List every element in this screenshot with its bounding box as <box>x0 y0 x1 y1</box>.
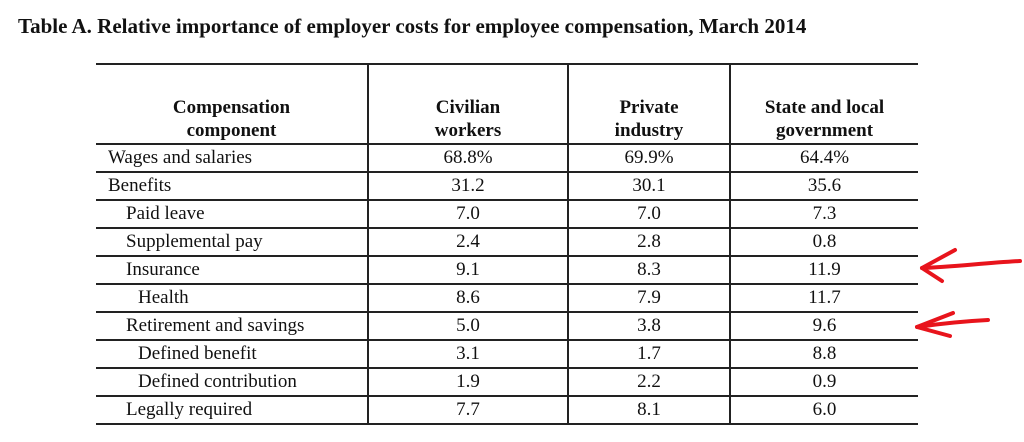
row-label: Wages and salaries <box>96 144 368 173</box>
row-label: Defined benefit <box>96 340 368 369</box>
value-state-local: 0.8 <box>729 228 918 257</box>
red-arrow-icon <box>915 311 990 338</box>
table-title: Table A. Relative importance of employer… <box>18 14 807 38</box>
table-row: Insurance 9.1 8.3 11.9 <box>96 256 918 285</box>
value-private: 1.7 <box>567 340 730 369</box>
value-private: 8.3 <box>567 256 730 285</box>
value-private: 3.8 <box>567 312 730 341</box>
value-civilian: 1.9 <box>367 368 568 397</box>
table-header-row: Compensation component Civilian workers Pr… <box>96 63 918 145</box>
value-private: 7.9 <box>567 284 730 313</box>
value-civilian: 68.8% <box>367 144 568 173</box>
value-private: 2.2 <box>567 368 730 397</box>
value-state-local: 9.6 <box>729 312 918 341</box>
value-private: 7.0 <box>567 200 730 229</box>
value-state-local: 8.8 <box>729 340 918 369</box>
red-arrow-icon <box>920 248 1022 283</box>
value-state-local: 11.9 <box>729 256 918 285</box>
value-civilian: 31.2 <box>367 172 568 201</box>
value-private: 2.8 <box>567 228 730 257</box>
value-civilian: 8.6 <box>367 284 568 313</box>
row-label: Supplemental pay <box>96 228 368 257</box>
header-civilian: Civilian workers <box>367 63 568 145</box>
row-label: Retirement and savings <box>96 312 368 341</box>
value-state-local: 35.6 <box>729 172 918 201</box>
value-state-local: 6.0 <box>729 396 918 425</box>
header-component: Compensation component <box>96 63 368 145</box>
row-label: Health <box>96 284 368 313</box>
value-civilian: 3.1 <box>367 340 568 369</box>
value-private: 8.1 <box>567 396 730 425</box>
value-state-local: 7.3 <box>729 200 918 229</box>
row-label: Benefits <box>96 172 368 201</box>
value-private: 30.1 <box>567 172 730 201</box>
table-row: Defined benefit 3.1 1.7 8.8 <box>96 340 918 369</box>
row-label: Defined contribution <box>96 368 368 397</box>
value-civilian: 7.7 <box>367 396 568 425</box>
value-civilian: 5.0 <box>367 312 568 341</box>
value-state-local: 64.4% <box>729 144 918 173</box>
table-row: Paid leave 7.0 7.0 7.3 <box>96 200 918 229</box>
table-row: Benefits 31.2 30.1 35.6 <box>96 172 918 201</box>
compensation-table: Compensation component Civilian workers Pr… <box>96 63 918 425</box>
value-civilian: 7.0 <box>367 200 568 229</box>
value-civilian: 9.1 <box>367 256 568 285</box>
row-label: Legally required <box>96 396 368 425</box>
value-state-local: 11.7 <box>729 284 918 313</box>
value-private: 69.9% <box>567 144 730 173</box>
table-row: Wages and salaries 68.8% 69.9% 64.4% <box>96 144 918 173</box>
table-row: Legally required 7.7 8.1 6.0 <box>96 396 918 425</box>
table-row: Supplemental pay 2.4 2.8 0.8 <box>96 228 918 257</box>
value-state-local: 0.9 <box>729 368 918 397</box>
table-row: Defined contribution 1.9 2.2 0.9 <box>96 368 918 397</box>
table-row: Health 8.6 7.9 11.7 <box>96 284 918 313</box>
row-label: Paid leave <box>96 200 368 229</box>
header-private: Private industry <box>567 63 730 145</box>
row-label: Insurance <box>96 256 368 285</box>
header-state-local: State and local government <box>729 63 918 145</box>
value-civilian: 2.4 <box>367 228 568 257</box>
table-row: Retirement and savings 5.0 3.8 9.6 <box>96 312 918 341</box>
